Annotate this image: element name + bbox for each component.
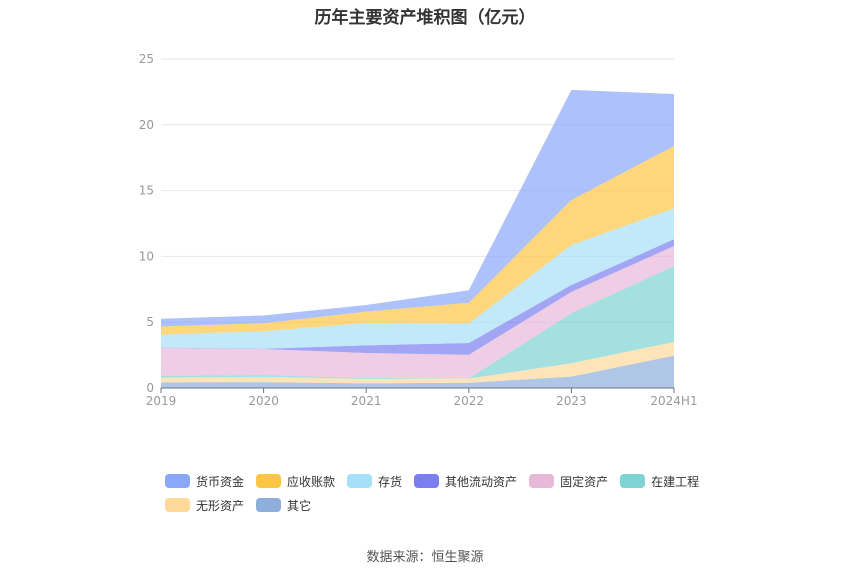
legend-label: 应收账款 — [287, 474, 336, 489]
area-series-6 — [161, 145, 674, 335]
legend-label: 在建工程 — [651, 474, 700, 489]
y-tick-label: 0 — [146, 381, 154, 395]
legend-item[interactable]: 应收账款 — [256, 473, 335, 489]
x-tick-label: 2023 — [556, 394, 587, 408]
x-tick-label: 2021 — [351, 394, 382, 408]
chart-title: 历年主要资产堆积图（亿元） — [314, 8, 536, 28]
y-tick-label: 15 — [139, 184, 154, 198]
legend-label: 存货 — [378, 474, 403, 489]
area-series-7 — [161, 89, 674, 327]
legend-item[interactable]: 存货 — [347, 473, 402, 489]
legend-swatch — [165, 498, 190, 512]
legend-swatch — [256, 498, 282, 512]
legend-item[interactable]: 无形资产 — [165, 497, 244, 513]
x-tick-label: 2019 — [146, 394, 177, 408]
legend-swatch — [529, 474, 555, 488]
area-series-1 — [161, 341, 674, 384]
x-tick-label: 2020 — [248, 394, 279, 408]
y-tick-label: 25 — [139, 52, 154, 66]
legend-swatch — [414, 474, 440, 488]
legend: 货币资金 应收账款 存货 其他流动资产 固定资产 在建工程无形资产 其它 — [165, 473, 725, 513]
area-series-5 — [161, 208, 674, 349]
legend-item[interactable]: 货币资金 — [165, 473, 244, 489]
legend-swatch — [165, 474, 190, 488]
legend-item[interactable]: 其它 — [256, 497, 311, 513]
legend-label: 其它 — [287, 498, 312, 513]
stacked-area-chart: 0 5 10 15 20 25 2019 2020 2021 2022 2023 2024H1 — [139, 52, 698, 408]
area-series-3 — [161, 246, 674, 379]
data-source: 数据来源：恒生聚源 — [366, 550, 484, 565]
legend-item[interactable]: 在建工程 — [620, 473, 699, 489]
legend-label: 其他流动资产 — [445, 474, 518, 489]
y-tick-label: 10 — [139, 249, 154, 263]
legend-item[interactable]: 固定资产 — [529, 473, 608, 489]
legend-label: 货币资金 — [196, 474, 245, 489]
legend-item[interactable]: 其他流动资产 — [414, 473, 517, 489]
y-tick-label: 5 — [146, 315, 154, 329]
legend-swatch — [256, 474, 282, 488]
legend-swatch — [620, 474, 646, 488]
legend-label: 固定资产 — [560, 474, 609, 489]
area-series-2 — [161, 266, 674, 379]
y-tick-label: 20 — [139, 118, 154, 132]
x-tick-label: 2024H1 — [650, 394, 697, 408]
legend-swatch — [347, 474, 373, 488]
legend-label: 无形资产 — [196, 498, 245, 513]
area-series-0 — [161, 355, 674, 388]
x-tick-label: 2022 — [454, 394, 485, 408]
